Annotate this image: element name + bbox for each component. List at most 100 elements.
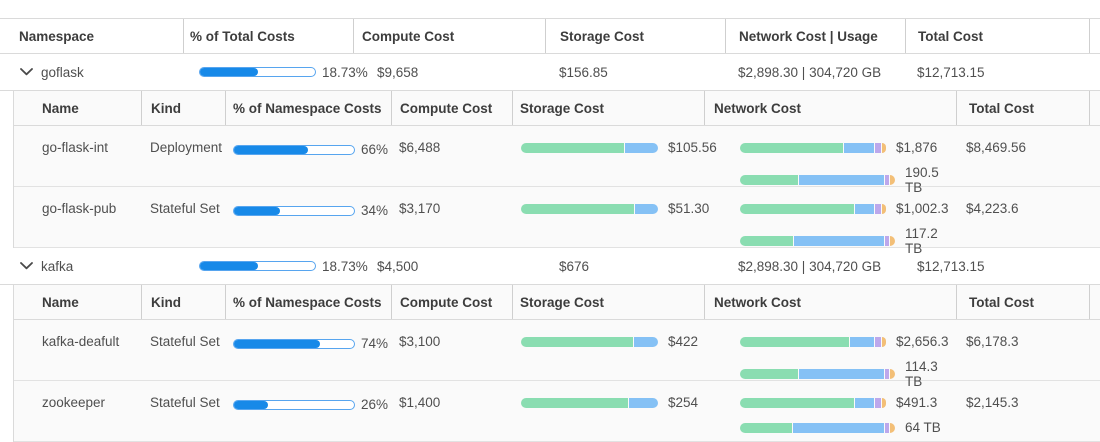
workload-kind: Deployment xyxy=(150,140,223,155)
bar-segment-purple xyxy=(875,142,881,153)
workload-row-go-flask-int: go-flask-int Deployment 66% $6,488 $105.… xyxy=(14,126,1100,195)
bar-segment-blue xyxy=(633,336,658,347)
bar-segment-purple xyxy=(884,422,890,433)
bar-segment-orange xyxy=(890,175,895,185)
subheader-name: Name xyxy=(42,100,79,116)
bar-segment-blue xyxy=(855,203,874,214)
bar-segment-green xyxy=(521,397,629,408)
bar-segment-purple xyxy=(875,397,881,408)
network-cost-value: $1,876 xyxy=(896,140,938,155)
compute-cost-value: $4,500 xyxy=(377,258,419,274)
total-cost-value: $12,713.15 xyxy=(917,64,985,80)
compute-cost-value: $3,170 xyxy=(399,201,441,216)
workload-row-zookeeper: zookeeper Stateful Set 26% $1,400 $254 xyxy=(14,381,1100,442)
storage-cost-value: $156.85 xyxy=(559,64,608,80)
bar-segment-green xyxy=(521,336,633,347)
storage-stacked-bar xyxy=(521,397,658,408)
storage-stacked-bar xyxy=(521,142,658,153)
percent-label: 74% xyxy=(361,336,389,351)
bar-segment-blue xyxy=(843,142,874,153)
bar-segment-green xyxy=(740,142,843,153)
workload-table-header: Name Kind % of Namespace Costs Compute C… xyxy=(14,285,1100,320)
subheader-name: Name xyxy=(42,294,79,310)
percent-bar xyxy=(233,205,355,216)
network-usage-value: 64 TB xyxy=(905,420,941,435)
network-cost-stacked-bar xyxy=(740,142,886,153)
header-network-cost: Network Cost | Usage xyxy=(725,19,905,53)
network-usage-stacked-bar xyxy=(740,175,895,185)
storage-cost-value: $422 xyxy=(668,334,699,349)
bar-segment-purple xyxy=(875,203,881,214)
workload-name: go-flask-pub xyxy=(42,201,117,216)
subheader-kind: Kind xyxy=(141,285,225,319)
chevron-down-icon[interactable] xyxy=(20,68,33,76)
percent-bar-fill xyxy=(200,68,258,76)
bar-segment-orange xyxy=(881,397,886,408)
bar-segment-blue xyxy=(792,422,884,433)
subheader-kind: Kind xyxy=(141,91,225,125)
network-usage-stacked-bar xyxy=(740,422,895,433)
bar-segment-purple xyxy=(884,175,890,185)
workload-kind: Stateful Set xyxy=(150,395,220,410)
subheader-storage-cost: Storage Cost xyxy=(512,91,704,125)
workload-kind: Stateful Set xyxy=(150,201,220,216)
total-cost-value: $8,469.56 xyxy=(966,140,1027,155)
cost-allocation-table: Namespace % of Total Costs Compute Cost … xyxy=(0,18,1100,442)
percent-bar xyxy=(233,338,355,349)
network-cost-usage-value: $2,898.30 | 304,720 GB xyxy=(738,64,882,80)
percent-bar xyxy=(233,399,355,410)
compute-cost-value: $1,400 xyxy=(399,395,441,410)
percent-bar-fill xyxy=(234,339,321,348)
workload-table-kafka: Name Kind % of Namespace Costs Compute C… xyxy=(13,285,1100,442)
bar-segment-green xyxy=(740,236,794,246)
storage-cost-value: $254 xyxy=(668,395,699,410)
subheader-storage-cost: Storage Cost xyxy=(512,285,704,319)
namespace-row-goflask[interactable]: goflask 18.73% $9,658 $156.85 $2,898.30 … xyxy=(0,54,1100,91)
bar-segment-blue xyxy=(855,397,874,408)
storage-cost-value: $105.56 xyxy=(668,140,717,155)
workload-table-header: Name Kind % of Namespace Costs Compute C… xyxy=(14,91,1100,126)
subheader-compute-cost: Compute Cost xyxy=(391,91,512,125)
bar-segment-blue xyxy=(849,336,875,347)
header-storage-cost: Storage Cost xyxy=(545,19,725,53)
network-cost-usage-value: $2,898.30 | 304,720 GB xyxy=(738,258,882,274)
bar-segment-green xyxy=(740,175,798,185)
bar-segment-blue xyxy=(798,369,884,379)
subheader-pct-ns: % of Namespace Costs xyxy=(225,285,391,319)
bar-segment-green xyxy=(740,397,855,408)
header-pct-total: % of Total Costs xyxy=(183,19,353,53)
percent-label: 34% xyxy=(361,203,389,218)
network-cost-value: $491.3 xyxy=(896,395,938,410)
subheader-compute-cost: Compute Cost xyxy=(391,285,512,319)
workload-kind: Stateful Set xyxy=(150,334,220,349)
workload-name: zookeeper xyxy=(42,395,106,410)
bar-segment-orange xyxy=(890,422,895,433)
bar-segment-green xyxy=(740,369,798,379)
percent-bar-fill xyxy=(234,400,268,409)
bar-segment-blue xyxy=(629,397,658,408)
bar-segment-green xyxy=(740,422,792,433)
workload-table-goflask: Name Kind % of Namespace Costs Compute C… xyxy=(13,91,1100,256)
workload-row-go-flask-pub: go-flask-pub Stateful Set 34% $3,170 $51… xyxy=(14,187,1100,256)
network-cost-stacked-bar xyxy=(740,397,886,408)
total-cost-value: $12,713.15 xyxy=(917,258,985,274)
percent-bar-fill xyxy=(234,206,280,215)
header-total-cost: Total Cost xyxy=(905,19,1090,53)
workload-name: go-flask-int xyxy=(42,140,109,155)
bar-segment-orange xyxy=(881,336,886,347)
namespace-row-kafka[interactable]: kafka 18.73% $4,500 $676 $2,898.30 | 304… xyxy=(0,248,1100,285)
subheader-pct-ns: % of Namespace Costs xyxy=(225,91,391,125)
network-usage-stacked-bar xyxy=(740,236,895,246)
bar-segment-orange xyxy=(881,203,886,214)
bar-segment-orange xyxy=(890,236,895,246)
subheader-network-cost: Network Cost xyxy=(704,285,956,319)
bar-segment-purple xyxy=(884,236,890,246)
network-usage-value: 114.3 TB xyxy=(905,359,938,389)
bar-segment-orange xyxy=(890,369,895,379)
compute-cost-value: $6,488 xyxy=(399,140,441,155)
bar-segment-blue xyxy=(625,142,658,153)
bar-segment-blue xyxy=(634,203,658,214)
header-namespace: Namespace xyxy=(19,28,95,44)
percent-label: 26% xyxy=(361,397,389,412)
chevron-down-icon[interactable] xyxy=(20,262,33,270)
